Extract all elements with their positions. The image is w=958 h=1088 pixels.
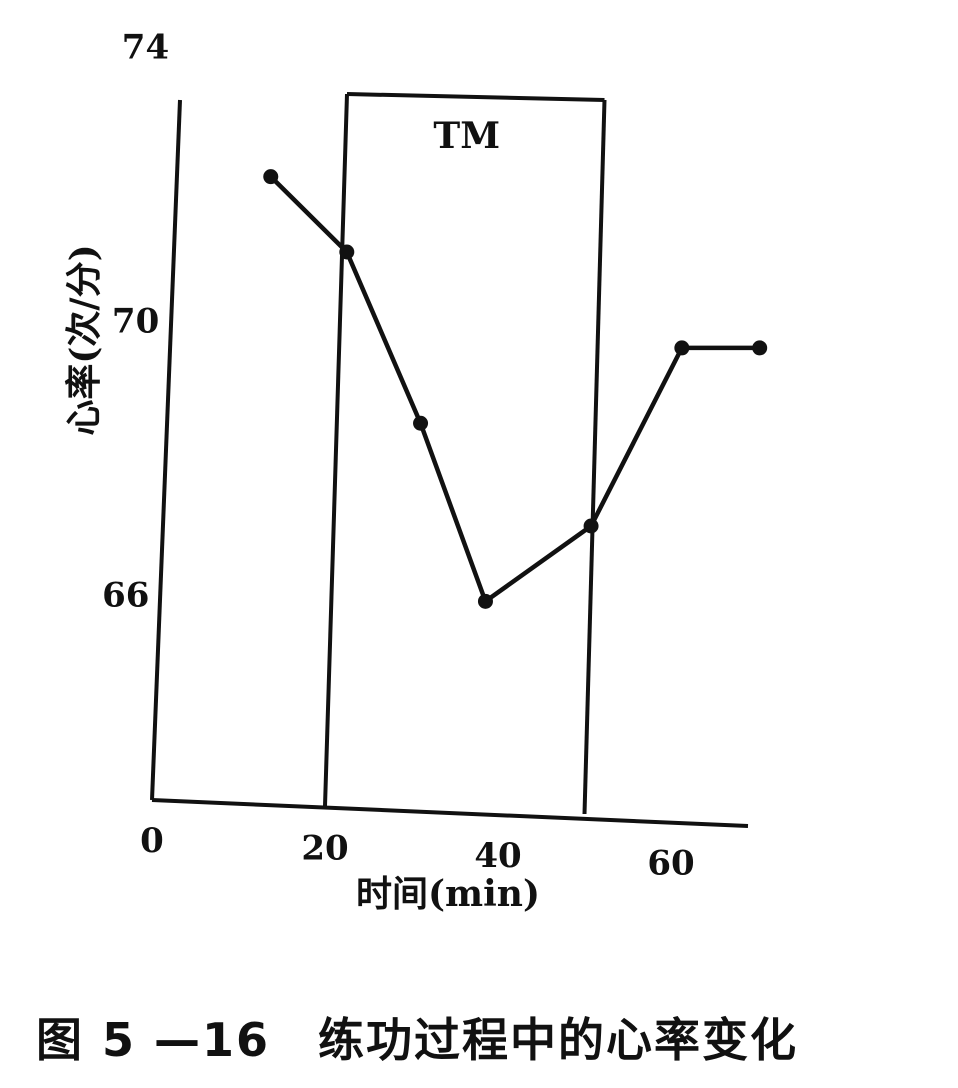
series-group [263,169,768,609]
data-point [583,518,599,534]
data-point [339,244,355,260]
tm-region-right-edge [582,99,607,815]
x-tick-label: 40 [474,836,521,876]
tm-region: TM [323,92,607,815]
y-tick-label: 66 [102,576,149,616]
tm-region-label: TM [433,115,500,157]
y-axis-line [150,99,182,801]
y-tick-label: 74 [122,28,169,68]
data-point [674,340,690,356]
data-point [752,340,768,356]
data-point [477,593,493,609]
y-tick-label: 70 [112,302,159,342]
x-axis-line [151,798,749,828]
tm-region-top-edge [346,92,605,102]
x-tick-label: 20 [301,829,348,869]
figure-caption: 图 5 —16 练功过程中的心率变化 [36,1013,799,1067]
labels-group: 66 70 74 0 20 40 60 时间(min) 心率(次/分) [63,28,695,916]
tm-region-left-edge [323,93,349,807]
x-tick-label: 60 [647,844,694,884]
x-tick-label: 0 [140,821,164,861]
x-axis-label: 时间(min) [356,873,540,915]
data-point [413,415,429,431]
axes [150,99,749,828]
data-point [263,169,279,185]
y-axis-label: 心率(次/分) [63,244,105,435]
